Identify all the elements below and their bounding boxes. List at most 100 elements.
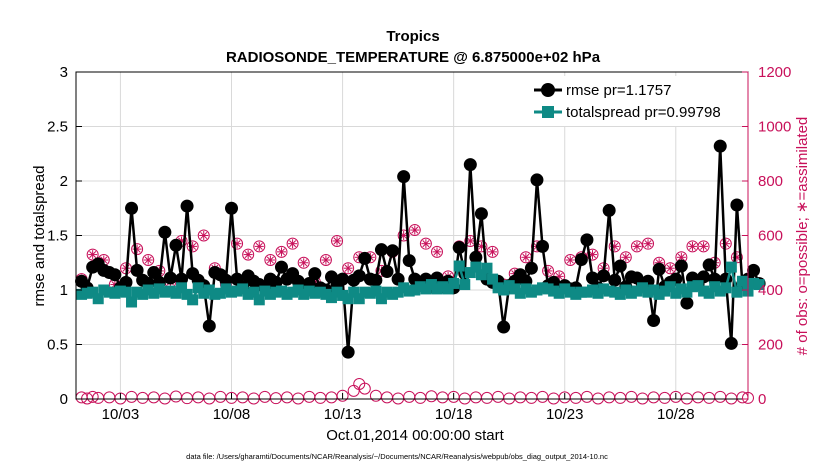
obs-assimilated-31 (419, 237, 432, 250)
totalspread-point-6 (109, 287, 121, 299)
rmse-point-54 (374, 243, 388, 257)
totalspread-point-78 (509, 283, 521, 295)
rmse-point-96 (608, 273, 622, 287)
obs-possible-24 (325, 391, 338, 404)
obs-assimilated-ring-37 (486, 245, 499, 258)
x-tick-label-1: 10/08 (213, 406, 251, 423)
obs-possible-57 (680, 392, 693, 405)
obs-possible-21 (292, 392, 305, 405)
obs-assimilated-17 (264, 254, 277, 267)
totalspread-point-59 (403, 285, 415, 297)
rmse-point-71 (469, 250, 483, 264)
totalspread-point-9 (126, 296, 138, 308)
totalspread-point-26 (220, 283, 232, 295)
rmse-point-47 (336, 272, 350, 286)
totalspread-point-7 (114, 285, 126, 297)
totalspread-point-100 (631, 285, 643, 297)
obs-possible-44 (536, 390, 549, 403)
rmse-point-76 (497, 320, 511, 334)
totalspread-point-83 (537, 282, 549, 294)
totalspread-point-20 (187, 294, 199, 306)
rmse-point-42 (308, 267, 322, 281)
totalspread-point-106 (664, 281, 676, 293)
obs-possible-59 (703, 391, 716, 404)
totalspread-point-58 (398, 282, 410, 294)
obs-assimilated-spoke-32-3 (433, 248, 441, 256)
obs-possible-16 (236, 391, 249, 404)
obs-possible-35 (436, 391, 449, 404)
rmse-point-108 (674, 259, 688, 273)
rmse-point-50 (352, 269, 366, 283)
rmse-point-81 (524, 261, 538, 275)
obs-possible-4 (103, 391, 116, 404)
totalspread-point-30 (242, 288, 254, 300)
rmse-point-56 (386, 244, 400, 258)
obs-assimilated-spoke-49-3 (622, 253, 630, 261)
rmse-point-103 (647, 314, 661, 328)
totalspread-point-45 (325, 292, 337, 304)
totalspread-point-1 (81, 287, 93, 299)
rmse-point-83 (536, 239, 550, 253)
legend-box (528, 76, 744, 126)
obs-assimilated-spoke-44-3 (566, 256, 574, 264)
obs-possible-39 (480, 391, 493, 404)
totalspread-point-27 (226, 286, 238, 298)
obs-assimilated-20 (297, 256, 310, 269)
y-tick-label-5: 2.5 (47, 119, 68, 136)
obs-possible-30 (381, 391, 394, 404)
totalspread-point-34 (264, 288, 276, 300)
chart-subtitle: RADIOSONDE_TEMPERATURE @ 6.875000e+02 hP… (226, 49, 601, 66)
obs-assimilated-56 (697, 240, 710, 253)
obs-assimilated-11 (197, 229, 210, 242)
totalspread-point-0 (76, 288, 88, 300)
obs-possible-38 (469, 391, 482, 404)
totalspread-point-75 (492, 282, 504, 294)
obs-assimilated-30 (408, 224, 421, 237)
rmse-point-6 (108, 268, 122, 282)
obs-assimilated-spoke-56-3 (700, 242, 708, 250)
totalspread-point-86 (553, 287, 565, 299)
y-tick-label-2: 1 (60, 282, 68, 299)
y-right-tick-label-2: 400 (758, 282, 783, 299)
totalspread-point-122 (753, 279, 765, 291)
obs-assimilated-spoke-16-3 (255, 242, 263, 250)
obs-possible-33 (414, 391, 427, 404)
obs-possible-markers (75, 378, 754, 405)
totalspread-point-90 (575, 286, 587, 298)
footnote: data file: /Users/gharamti/Documents/NCA… (186, 452, 608, 461)
totalspread-point-94 (598, 283, 610, 295)
totalspread-point-23 (203, 284, 215, 296)
totalspread-point-4 (98, 284, 110, 296)
obs-assimilated-15 (242, 248, 255, 261)
totalspread-point-31 (248, 286, 260, 298)
totalspread-point-117 (725, 261, 737, 273)
x-tick-label-2: 10/13 (324, 406, 362, 423)
totalspread-point-109 (681, 286, 693, 298)
obs-assimilated-spoke-30-3 (411, 226, 419, 234)
obs-assimilated-ring-20 (297, 256, 310, 269)
obs-assimilated-50 (630, 240, 643, 253)
totalspread-point-71 (470, 261, 482, 273)
totalspread-point-89 (570, 288, 582, 300)
obs-possible-47 (569, 391, 582, 404)
obs-assimilated-ring-29 (397, 229, 410, 242)
y-right-tick-label-0: 0 (758, 391, 766, 408)
totalspread-point-39 (292, 284, 304, 296)
rmse-point-109 (680, 296, 694, 310)
totalspread-point-18 (176, 282, 188, 294)
totalspread-point-51 (359, 286, 371, 298)
obs-assimilated-ring-5 (131, 243, 144, 256)
obs-assimilated-58 (719, 237, 732, 250)
obs-assimilated-18 (275, 245, 288, 258)
x-axis-label: Oct.01,2014 00:00:00 start (326, 427, 504, 444)
obs-possible-14 (214, 390, 227, 403)
y-axis-left: 0 0.5 1 1.5 2 2.5 3 (47, 64, 82, 408)
obs-assimilated-10 (186, 240, 199, 253)
rmse-point-82 (530, 173, 544, 187)
rmse-point-15 (158, 225, 172, 239)
obs-assimilated-40 (519, 251, 532, 264)
totalspread-point-76 (498, 284, 510, 296)
totalspread-point-37 (281, 288, 293, 300)
totalspread-point-64 (431, 283, 443, 295)
totalspread-point-32 (253, 294, 265, 306)
